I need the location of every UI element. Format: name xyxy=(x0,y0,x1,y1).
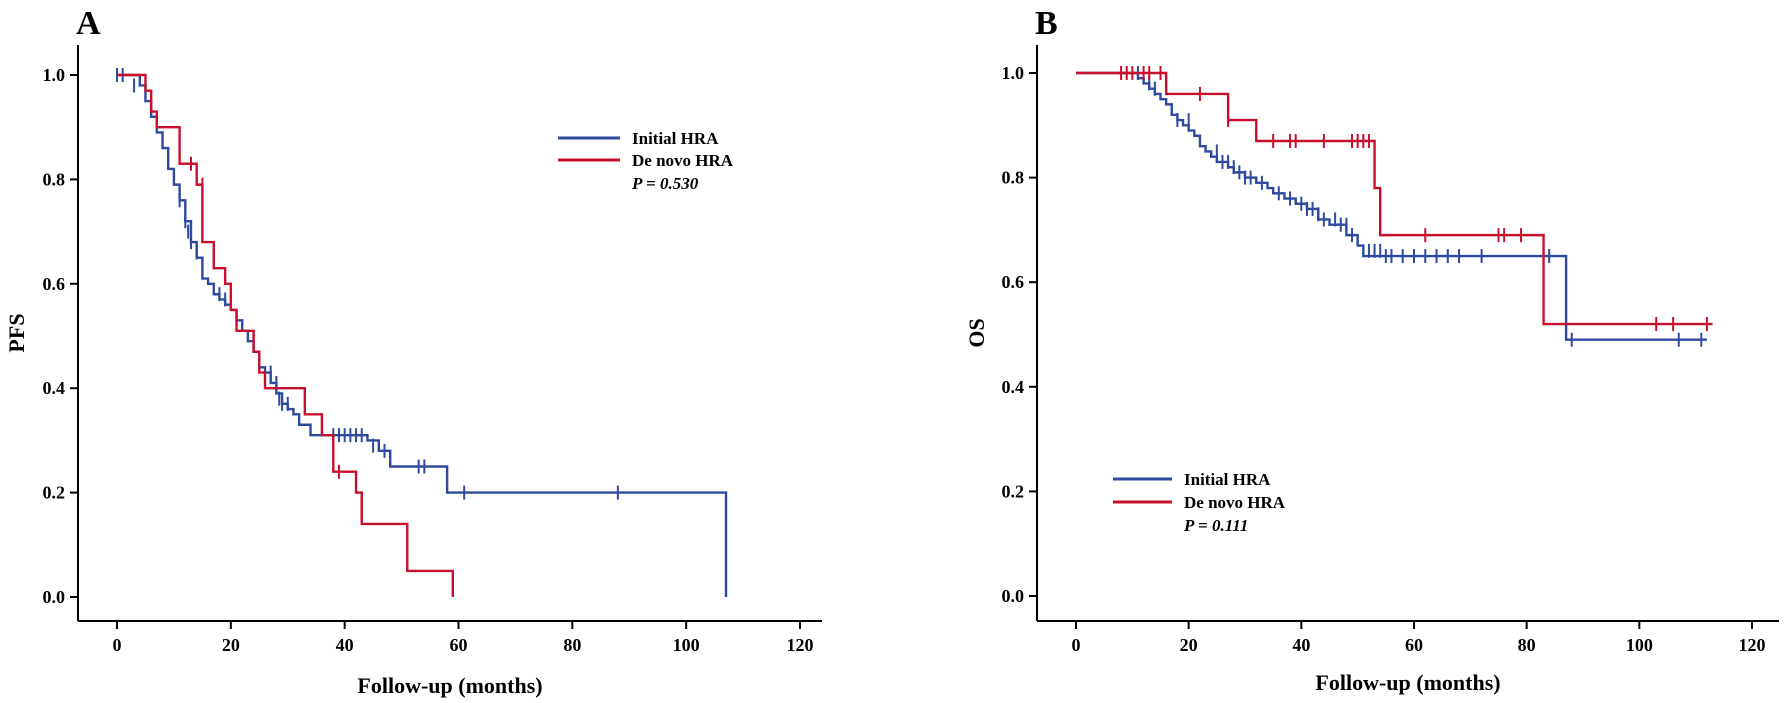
panel-b-y-tick-label: 0.2 xyxy=(1002,481,1025,501)
panel-b-x-tick-label: 100 xyxy=(1626,635,1653,655)
panel-a-y-tick-label: 0.6 xyxy=(43,274,66,294)
panel-b-y-axis-title: OS xyxy=(964,318,989,347)
panel-b-x-tick-label: 120 xyxy=(1739,635,1766,655)
panel-a-x-tick-label: 80 xyxy=(563,635,581,655)
panel-a-x-axis-title: Follow-up (months) xyxy=(357,673,542,698)
panel-b-x-tick-label: 40 xyxy=(1292,635,1310,655)
panel-b-x-tick-label: 20 xyxy=(1180,635,1198,655)
legend-a-initial-label: Initial HRA xyxy=(632,129,719,148)
panel-b: B 0 20 40 60 80 100 120 0.0 0.2 0.4 0.6 0.8 1.0 Foll… xyxy=(964,5,1779,695)
panel-a-y-tick-label: 0.8 xyxy=(43,169,66,189)
panel-b-y-tick-label: 0.4 xyxy=(1002,377,1025,397)
legend-b-initial-label: Initial HRA xyxy=(1184,470,1271,489)
panel-a-x-tick-label: 60 xyxy=(450,635,468,655)
panel-a-legend: Initial HRA De novo HRA P = 0.530 xyxy=(558,129,734,193)
panel-b-x-axis-title: Follow-up (months) xyxy=(1315,670,1500,695)
panel-b-x-tick-label: 60 xyxy=(1405,635,1423,655)
panel-b-legend: Initial HRA De novo HRA P = 0.111 xyxy=(1113,470,1286,535)
panel-b-y-tick-label: 0.8 xyxy=(1002,168,1025,188)
panel-b-letter: B xyxy=(1035,5,1058,42)
panel-b-initial-curve xyxy=(1076,71,1707,341)
panel-a-y-tick-label: 0.2 xyxy=(43,483,66,503)
panel-a-x-tick-label: 100 xyxy=(673,635,700,655)
panel-b-p-value: P = 0.111 xyxy=(1183,516,1248,535)
panel-a-p-value: P = 0.530 xyxy=(631,174,699,193)
panel-a: A 0 20 40 60 80 100 120 0.0 0.2 0.4 0.6 0.8 1.0 Foll… xyxy=(4,5,822,698)
panel-a-x-tick-label: 0 xyxy=(113,635,122,655)
panel-a-letter: A xyxy=(76,5,101,42)
panel-b-x-tick-label: 0 xyxy=(1072,635,1081,655)
legend-a-denovo-label: De novo HRA xyxy=(632,151,734,170)
panel-b-denovo-curve xyxy=(1076,71,1713,326)
panel-b-y-tick-label: 0.6 xyxy=(1002,272,1025,292)
panel-b-y-tick-label: 0.0 xyxy=(1002,586,1025,606)
panel-a-y-tick-label: 0.4 xyxy=(43,378,66,398)
panel-a-y-tick-label: 0.0 xyxy=(43,587,66,607)
panel-b-x-tick-label: 80 xyxy=(1518,635,1536,655)
panel-b-y-tick-label: 1.0 xyxy=(1002,63,1025,83)
legend-b-denovo-label: De novo HRA xyxy=(1184,493,1286,512)
panel-a-x-tick-label: 20 xyxy=(222,635,240,655)
panel-a-y-axis-title: PFS xyxy=(4,313,29,352)
panel-a-y-tick-label: 1.0 xyxy=(43,65,66,85)
panel-a-x-tick-label: 40 xyxy=(336,635,354,655)
panel-a-denovo-curve xyxy=(117,73,455,597)
panel-a-x-tick-label: 120 xyxy=(787,635,814,655)
